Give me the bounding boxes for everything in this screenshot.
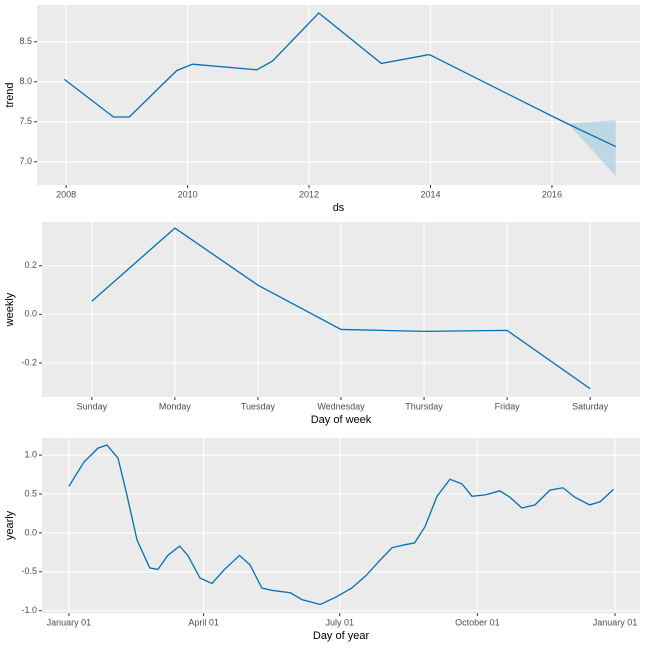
x-tick-label: Friday	[495, 401, 521, 411]
plot-background	[37, 5, 640, 185]
x-tick-label: 2014	[420, 189, 440, 199]
plot-background	[42, 438, 640, 613]
x-tick-label: July 01	[325, 617, 354, 627]
x-tick-label: 2016	[542, 189, 562, 199]
x-tick-label: Tuesday	[241, 401, 276, 411]
x-tick-label: Thursday	[405, 401, 443, 411]
y-tick-label: 7.0	[19, 156, 32, 166]
y-tick-label: 8.5	[19, 36, 32, 46]
x-tick-label: Wednesday	[317, 401, 365, 411]
line	[68, 444, 614, 606]
x-axis-title: ds	[333, 202, 345, 214]
x-tick-label: April 01	[188, 617, 219, 627]
y-tick-label: 0.2	[24, 260, 37, 270]
x-tick-label: 2008	[56, 189, 76, 199]
y-tick-label: 8.0	[19, 76, 32, 86]
x-axis-title: Day of week	[311, 414, 372, 426]
x-tick-label: January 01	[593, 617, 638, 627]
y-tick-label: -0.2	[21, 357, 37, 367]
y-tick-label: -0.5	[21, 566, 37, 576]
y-tick-label: -1.0	[21, 605, 37, 615]
y-tick-label: 0.5	[24, 488, 37, 498]
x-tick-label: Sunday	[77, 401, 108, 411]
x-tick-label: Saturday	[572, 401, 609, 411]
line	[63, 12, 616, 148]
x-tick-label: Monday	[159, 401, 192, 411]
y-axis-title: weekly	[4, 292, 16, 327]
uncertainty-band	[570, 120, 616, 177]
y-tick-label: 0.0	[24, 527, 37, 537]
x-tick-label: 2010	[178, 189, 198, 199]
x-tick-label: October 01	[455, 617, 500, 627]
x-tick-label: 2012	[299, 189, 319, 199]
x-axis-title: Day of year	[313, 630, 370, 642]
y-axis-title: trend	[4, 82, 16, 107]
line	[91, 227, 591, 390]
y-tick-label: 0.0	[24, 309, 37, 319]
y-tick-label: 1.0	[24, 449, 37, 459]
x-tick-label: January 01	[47, 617, 92, 627]
y-tick-label: 7.5	[19, 116, 32, 126]
y-axis-title: yearly	[4, 510, 16, 540]
